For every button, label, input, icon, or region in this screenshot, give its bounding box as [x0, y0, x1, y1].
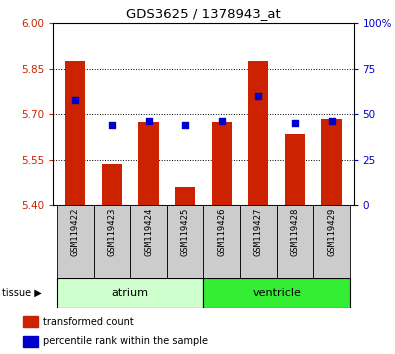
- Bar: [23, 336, 38, 347]
- Text: GSM119423: GSM119423: [107, 207, 117, 256]
- Text: GSM119425: GSM119425: [181, 207, 190, 256]
- Bar: [57, 205, 94, 278]
- Bar: [285, 134, 305, 205]
- Bar: [203, 205, 240, 278]
- Point: [328, 119, 335, 124]
- Bar: [175, 187, 195, 205]
- Text: GSM119429: GSM119429: [327, 207, 336, 256]
- Bar: [102, 164, 122, 205]
- Bar: [240, 205, 276, 278]
- Bar: [313, 205, 350, 278]
- Bar: [94, 205, 130, 278]
- Bar: [57, 278, 203, 308]
- Bar: [167, 205, 203, 278]
- Point: [218, 119, 225, 124]
- Bar: [130, 205, 167, 278]
- Text: tissue ▶: tissue ▶: [2, 288, 42, 298]
- Text: GSM119424: GSM119424: [144, 207, 153, 256]
- Text: percentile rank within the sample: percentile rank within the sample: [43, 336, 208, 346]
- Point: [72, 97, 79, 102]
- Text: atrium: atrium: [112, 288, 149, 298]
- Bar: [65, 61, 85, 205]
- Point: [255, 93, 261, 99]
- Bar: [23, 316, 38, 327]
- Point: [145, 119, 152, 124]
- Text: GSM119426: GSM119426: [217, 207, 226, 256]
- Text: GSM119422: GSM119422: [71, 207, 80, 256]
- Text: transformed count: transformed count: [43, 316, 134, 327]
- Text: GSM119428: GSM119428: [290, 207, 299, 256]
- Bar: [248, 61, 269, 205]
- Point: [109, 122, 115, 128]
- Point: [292, 120, 298, 126]
- Bar: [203, 278, 350, 308]
- Text: ventricle: ventricle: [252, 288, 301, 298]
- Bar: [276, 205, 313, 278]
- Text: GSM119427: GSM119427: [254, 207, 263, 256]
- Title: GDS3625 / 1378943_at: GDS3625 / 1378943_at: [126, 7, 281, 21]
- Bar: [322, 119, 342, 205]
- Bar: [212, 122, 232, 205]
- Bar: [138, 122, 158, 205]
- Point: [182, 122, 188, 128]
